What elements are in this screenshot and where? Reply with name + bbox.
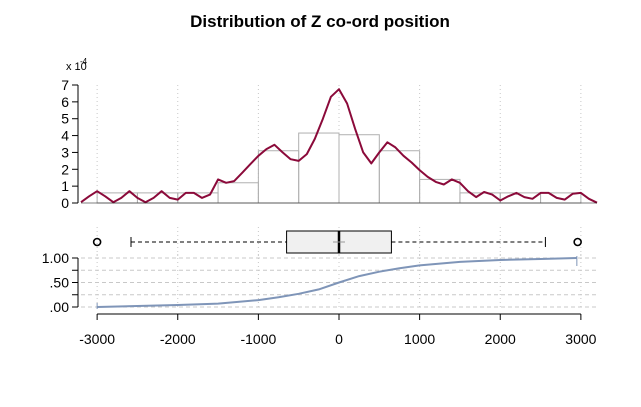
x-tick-label: -1000 (240, 331, 276, 347)
histogram-bar (298, 132, 340, 204)
y-multiplier-exponent: -4 (80, 57, 88, 66)
y-multiplier-label: x 10 (66, 61, 87, 73)
x-tick-label: -2000 (160, 331, 196, 347)
histogram-bar (378, 150, 421, 204)
ecdf-y-axis: .00 .50 1.00 (42, 250, 79, 315)
ecdf-gridlines (81, 254, 597, 309)
boxplot-panel (92, 227, 582, 257)
ecdf-y-tick-label: .50 (50, 275, 70, 291)
histogram-bar (338, 134, 380, 204)
histogram-y-tick-label: 6 (61, 94, 69, 110)
histogram-y-tick-label: 1 (61, 178, 69, 194)
ecdf-curve (97, 257, 577, 308)
histogram-y-tick-label: 5 (61, 111, 69, 127)
density-curve (80, 88, 598, 204)
histogram-y-tick-label: 7 (61, 77, 69, 93)
x-tick-label: 2000 (485, 331, 516, 347)
histogram-bar (217, 182, 259, 204)
x-tick-label: 3000 (565, 331, 596, 347)
ecdf-y-tick-label: .00 (50, 299, 70, 315)
histogram-bars (96, 132, 582, 204)
x-tick-label: -3000 (79, 331, 115, 347)
boxplot-outlier (573, 237, 582, 247)
x-axis: -3000 -2000 -1000 0 1000 2000 3000 (79, 313, 597, 347)
x-tick-label: 0 (335, 331, 343, 347)
x-tick-label: 1000 (404, 331, 435, 347)
histogram-y-tick-label: 0 (61, 195, 69, 211)
histogram-y-tick-label: 4 (61, 128, 69, 144)
boxplot-outlier (92, 237, 102, 247)
ecdf-y-tick-label: 1.00 (42, 250, 69, 266)
ecdf-panel: .00 .50 1.00 (42, 250, 597, 315)
histogram-bar (257, 150, 300, 204)
histogram-y-tick-label: 3 (61, 144, 69, 160)
chart-title: Distribution of Z co-ord position (190, 12, 450, 31)
histogram-y-tick-label: 2 (61, 161, 69, 177)
